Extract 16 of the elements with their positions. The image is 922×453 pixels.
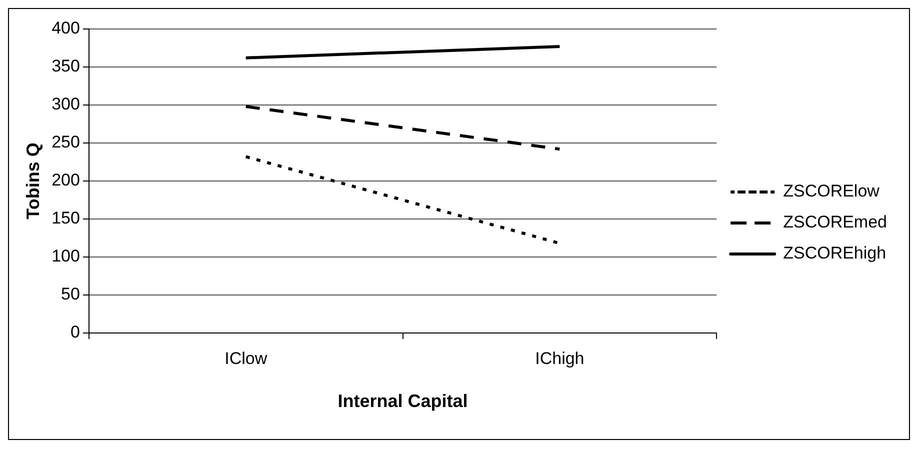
- x-tick-label: IChigh: [535, 348, 584, 368]
- y-tick-label: 200: [52, 170, 80, 190]
- legend-label: ZSCORElow: [783, 182, 880, 201]
- y-tick-label: 100: [52, 246, 80, 266]
- y-tick-label: 0: [70, 322, 80, 342]
- x-tick-label: IClow: [224, 348, 268, 368]
- y-tick-label: 50: [61, 284, 80, 304]
- y-tick-label: 150: [52, 208, 80, 228]
- legend-label: ZSCOREhigh: [783, 244, 886, 263]
- y-tick-label: 400: [52, 18, 80, 38]
- y-tick-label: 250: [52, 132, 80, 152]
- y-tick-label: 350: [52, 56, 80, 76]
- legend-label: ZSCOREmed: [783, 212, 888, 232]
- y-tick-label: 300: [52, 94, 80, 114]
- y-axis-title: Tobins Q: [22, 142, 43, 220]
- x-axis-title: Internal Capital: [338, 391, 468, 412]
